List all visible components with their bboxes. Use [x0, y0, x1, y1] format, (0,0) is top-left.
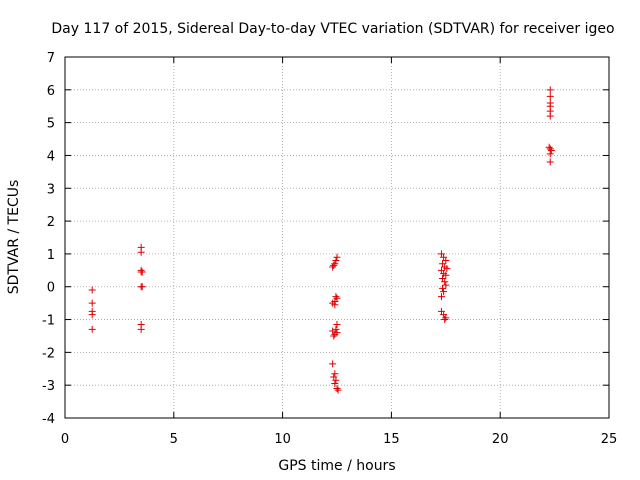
- data-point-marker: [442, 256, 450, 264]
- data-point-marker: [546, 86, 554, 94]
- data-point-marker: [441, 278, 449, 286]
- data-point-marker: [331, 370, 339, 378]
- data-point-marker: [88, 286, 96, 294]
- y-axis-label: SDTVAR / TECUs: [6, 180, 22, 295]
- x-tick-label: 15: [383, 432, 400, 447]
- y-tick-label: 4: [47, 149, 55, 164]
- data-point-marker: [331, 260, 339, 268]
- data-points: [88, 86, 555, 394]
- data-point-marker: [442, 314, 450, 322]
- y-tick-labels: -4 -3 -2 -1 0 1 2 3 4 5 6 7: [42, 51, 55, 427]
- data-point-marker: [138, 283, 146, 291]
- data-point-marker: [333, 384, 341, 392]
- y-tick-label: 0: [47, 281, 55, 296]
- grid-lines: [65, 57, 609, 418]
- data-point-marker: [88, 299, 96, 307]
- x-tick-label: 0: [61, 432, 69, 447]
- y-tick-label: -1: [42, 314, 55, 329]
- data-point-marker: [332, 293, 340, 301]
- data-point-marker: [138, 268, 146, 276]
- x-tick-label: 25: [601, 432, 618, 447]
- data-point-marker: [439, 284, 447, 292]
- data-point-marker: [443, 265, 451, 273]
- data-point-marker: [329, 360, 337, 368]
- data-point-marker: [333, 329, 341, 337]
- chart-title: Day 117 of 2015, Sidereal Day-to-day VTE…: [51, 21, 614, 37]
- data-point-marker: [546, 150, 554, 158]
- data-point-marker: [332, 256, 340, 264]
- data-point-marker: [546, 92, 554, 100]
- data-point-marker: [441, 316, 449, 324]
- data-point-marker: [88, 325, 96, 333]
- data-point-marker: [333, 294, 341, 302]
- data-point-marker: [333, 320, 341, 328]
- x-tick-label: 20: [492, 432, 509, 447]
- data-point-marker: [330, 332, 338, 340]
- data-point-marker: [137, 248, 145, 256]
- data-point-marker: [440, 288, 448, 296]
- data-point-marker: [442, 271, 450, 279]
- y-tick-label: 2: [47, 215, 55, 230]
- y-tick-label: -4: [42, 412, 55, 427]
- data-point-marker: [546, 158, 554, 166]
- axis-ticks: [64, 56, 610, 419]
- data-point-marker: [137, 325, 145, 333]
- data-point-marker: [331, 380, 339, 388]
- x-axis-label: GPS time / hours: [278, 458, 395, 474]
- plot-frame: [64, 56, 610, 419]
- y-tick-label: 1: [47, 248, 55, 263]
- data-point-marker: [334, 386, 342, 394]
- y-tick-label: 7: [47, 51, 55, 66]
- data-point-marker: [137, 266, 145, 274]
- y-tick-label: 3: [47, 182, 55, 197]
- y-tick-label: 6: [47, 84, 55, 99]
- data-point-marker: [88, 311, 96, 319]
- data-point-marker: [331, 301, 339, 309]
- data-point-marker: [332, 376, 340, 384]
- data-point-marker: [546, 112, 554, 120]
- x-tick-label: 5: [170, 432, 178, 447]
- x-tick-labels: 0 5 10 15 20 25: [61, 432, 617, 447]
- y-tick-label: 5: [47, 117, 55, 132]
- y-tick-label: -2: [42, 346, 55, 361]
- data-point-marker: [442, 281, 450, 289]
- data-point-marker: [437, 293, 445, 301]
- data-point-marker: [330, 261, 338, 269]
- data-point-marker: [333, 253, 341, 261]
- data-point-marker: [547, 147, 555, 155]
- data-point-marker: [332, 325, 340, 333]
- x-tick-label: 10: [274, 432, 291, 447]
- y-tick-label: -3: [42, 379, 55, 394]
